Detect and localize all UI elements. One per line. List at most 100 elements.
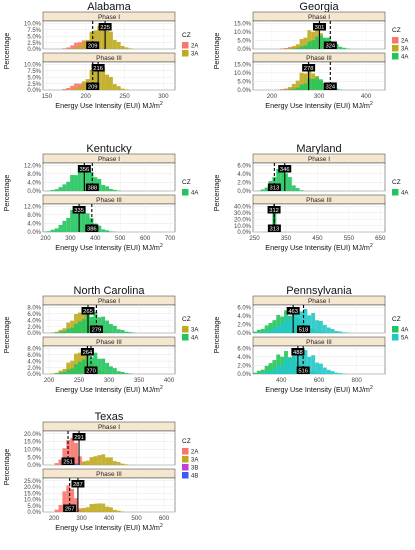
histogram-bar-3a [109, 76, 113, 90]
histogram-bar-4a [70, 210, 75, 232]
histogram-bar-4a [124, 331, 129, 333]
y-tick-label: 10.0% [24, 498, 42, 504]
histogram-bar-5a [303, 350, 308, 374]
histogram-bar-3a [109, 31, 113, 49]
median-value-label: 225 [100, 25, 110, 31]
histogram-bar-5a [284, 317, 288, 333]
histogram-bar-3a [97, 455, 102, 465]
histogram-bar-2a [62, 48, 67, 49]
median-value-label-box [71, 480, 85, 488]
histogram-bar-3a [97, 66, 102, 90]
median-value-label-box [312, 23, 326, 31]
histogram-bar-5a [334, 372, 339, 374]
legend-label: 3B [191, 466, 198, 472]
histogram-bar-3a [120, 463, 125, 465]
x-tick-label: 800 [352, 377, 363, 384]
histogram-bar-3a [295, 80, 300, 90]
histogram-bar-4a [54, 228, 59, 232]
histogram-bar-3a [81, 461, 86, 465]
histogram-bar-5a [264, 372, 269, 374]
x-axis-label-superscript: 2 [160, 523, 163, 529]
y-tick-label: 2.5% [27, 82, 41, 88]
histogram-bar-4a [85, 168, 90, 191]
y-tick-label: 2.0% [237, 181, 251, 187]
legend-swatch-4b [182, 472, 189, 479]
histogram-bar-4a [97, 317, 102, 333]
histogram-bar-3a [112, 39, 117, 49]
y-tick-label: 10.0% [234, 71, 252, 77]
histogram-bar-3a [74, 88, 78, 90]
phase-label: Phase I [308, 14, 330, 21]
median-value-label-box [91, 64, 105, 72]
histogram-bar-4a [89, 316, 94, 333]
histogram-bar-4a [260, 369, 265, 374]
histogram-bar-3a [120, 45, 125, 49]
histogram-bar-4a [311, 40, 316, 49]
histogram-bar-4a [101, 229, 106, 232]
histogram-bar-5a [295, 311, 300, 333]
histogram-bar-5a [326, 327, 331, 333]
y-tick-label: 15.0% [234, 62, 252, 68]
phase-label: Phase III [306, 339, 332, 346]
legend-swatch-2a [182, 42, 189, 49]
legend-swatch-3a [182, 456, 189, 463]
histogram-bar-3a [97, 25, 102, 49]
histogram-bar-2a [70, 45, 75, 49]
histogram-bar-4a [81, 319, 86, 333]
histogram-bar-2a [70, 437, 75, 465]
median-value-label-box [98, 23, 112, 31]
histogram-bar-4a [280, 168, 285, 191]
median-value-label: 278 [304, 66, 314, 72]
histogram-bar-3a [101, 25, 106, 49]
histogram-bar-3a [284, 88, 288, 90]
histogram-bar-5a [276, 324, 281, 333]
histogram-bar-5a [322, 325, 327, 333]
histogram-bar-4a [128, 332, 133, 333]
histogram-bar-3a [66, 322, 71, 333]
y-tick-label: 25.0% [24, 479, 42, 485]
y-axis-label: Percentage [212, 317, 221, 354]
y-tick-label: 2.0% [237, 323, 251, 329]
histogram-bar-3a [93, 30, 98, 49]
y-tick-label: 5.0% [237, 39, 251, 45]
x-axis-label-superscript: 2 [160, 385, 163, 391]
legend-title: CZ [182, 438, 191, 445]
x-axis-label-superscript: 2 [370, 101, 373, 107]
mean-value-label: 324 [325, 44, 335, 50]
y-tick-label: 8.0% [27, 172, 41, 178]
histogram-bar-3a [105, 457, 109, 465]
histogram-bar-2a [70, 85, 75, 90]
y-tick-label: 8.0% [27, 305, 41, 311]
legend-swatch-4a [392, 189, 399, 196]
histogram-bar-2a [66, 47, 71, 49]
y-tick-label: 0.0% [27, 372, 41, 378]
x-tick-label: 600 [140, 235, 151, 242]
histogram-bar-2a [77, 456, 82, 465]
histogram-bar-4a [276, 314, 281, 333]
median-value-label: 356 [80, 167, 90, 173]
state-title: Texas [95, 411, 124, 423]
histogram-bar-3a [105, 506, 109, 512]
y-axis-label: Percentage [212, 33, 221, 70]
histogram-bar-4a [70, 174, 75, 191]
x-tick-label: 200 [49, 515, 60, 522]
histogram-bar-3a [77, 45, 82, 49]
y-tick-label: 20.0% [24, 432, 42, 438]
mean-value-label: 313 [270, 227, 280, 233]
legend-swatch-4a [182, 334, 189, 341]
histogram-bar-5a [284, 358, 288, 374]
histogram-bar-4a [97, 358, 102, 374]
median-value-label-box [80, 348, 94, 356]
histogram-bar-3a [85, 507, 90, 512]
histogram-bar-4a [276, 168, 281, 191]
histogram-bar-3a [295, 44, 300, 49]
y-tick-label: 6.0% [27, 353, 41, 359]
phase-label: Phase III [306, 55, 332, 62]
histogram-bar-4a [74, 364, 78, 374]
histogram-bar-4a [50, 189, 55, 191]
y-tick-label: 0.0% [27, 47, 41, 53]
y-tick-label: 0.0% [27, 189, 41, 195]
histogram-bar-2a [284, 47, 288, 49]
